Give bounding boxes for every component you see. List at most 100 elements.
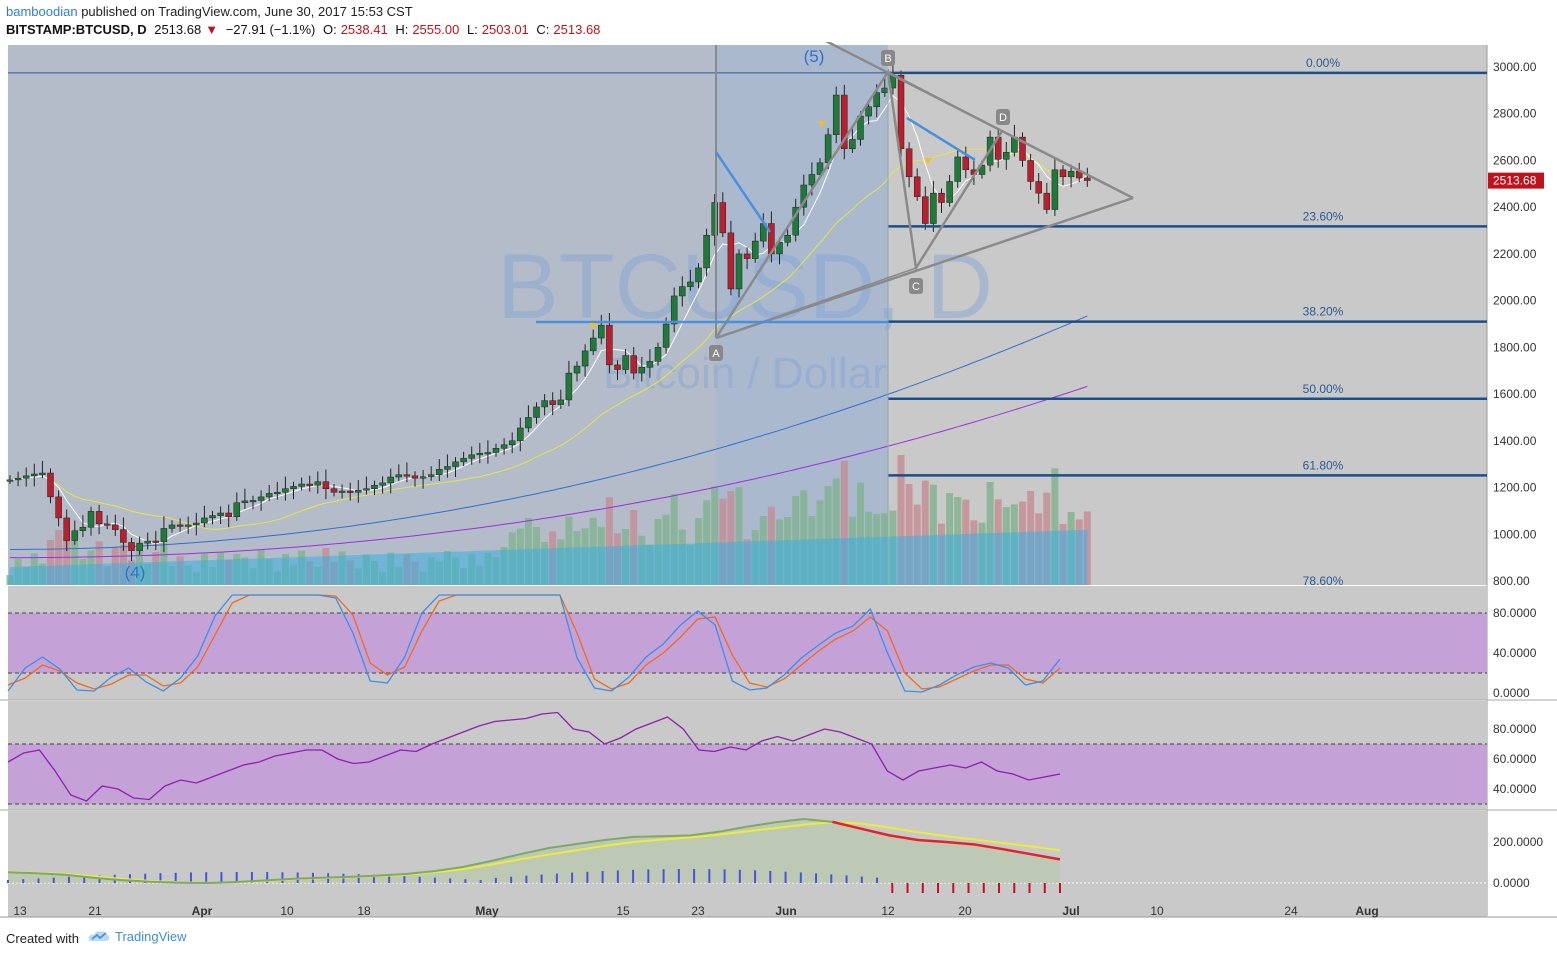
pattern-point-badge — [709, 345, 723, 361]
macd-histogram-bar — [388, 875, 391, 883]
volume-bar — [605, 497, 613, 585]
footer: Created with TradingView — [0, 926, 1557, 956]
high-value: 2555.00 — [412, 22, 460, 37]
candle-body — [322, 481, 330, 489]
tradingview-link[interactable]: TradingView — [88, 929, 187, 944]
stoch-tick-label: 40.0000 — [1493, 646, 1537, 660]
candle-body — [87, 511, 95, 528]
macd-histogram-bar — [281, 872, 284, 883]
time-tick-label: 20 — [958, 904, 972, 918]
macd-panel[interactable] — [0, 811, 1557, 918]
time-tick-label: 24 — [1284, 904, 1298, 918]
price-tick-label: 2800.00 — [1493, 107, 1537, 121]
candle-body — [873, 92, 880, 107]
candle-body — [751, 240, 759, 259]
candle-body — [541, 400, 548, 408]
macd-histogram-bar — [1059, 883, 1061, 893]
pattern-point-label: D — [999, 112, 1007, 124]
high-label: H: — [395, 22, 409, 37]
candle-body — [160, 528, 168, 542]
time-tick-label: 10 — [280, 904, 294, 918]
macd-histogram-bar — [799, 872, 802, 883]
wave-label: (4) — [125, 563, 146, 582]
candle-body — [1043, 192, 1051, 210]
candle-body — [379, 482, 386, 486]
volume-bar — [95, 541, 103, 585]
tradingview-cloud-icon — [88, 931, 110, 941]
change-value: −27.91 (−1.1%) — [225, 22, 316, 37]
macd-histogram-bar — [479, 880, 482, 883]
oscillator-band — [8, 744, 1487, 804]
candle-body — [209, 515, 216, 519]
candle-body — [808, 174, 816, 186]
candle-body — [565, 372, 573, 401]
macd-histogram-bar — [22, 879, 25, 883]
macd-histogram-bar — [738, 869, 741, 883]
time-tick-label: Apr — [192, 904, 213, 918]
candle-body — [881, 87, 889, 93]
candle-body — [419, 476, 427, 479]
candle-body — [306, 483, 313, 486]
candle-body — [654, 347, 662, 362]
candle-body — [784, 234, 791, 243]
candle-body — [265, 493, 273, 498]
candle-body — [63, 517, 70, 541]
candle-body — [241, 500, 249, 503]
author-link[interactable]: bamboodian — [6, 4, 78, 19]
macd-histogram-bar — [67, 876, 70, 883]
candle-body — [31, 473, 38, 477]
price-tick-label: 2200.00 — [1493, 247, 1537, 261]
candle-body — [865, 106, 872, 117]
candle-body — [589, 337, 597, 352]
macd-histogram-bar — [1028, 883, 1031, 893]
candle-body — [79, 527, 87, 532]
candle-body — [225, 512, 232, 518]
macd-histogram-bar — [906, 883, 909, 893]
price-tick-label: 2000.00 — [1493, 294, 1537, 308]
candle-body — [484, 452, 492, 455]
candle-body — [233, 502, 241, 517]
price-tick-label: 2600.00 — [1493, 153, 1537, 167]
candle-body — [1003, 152, 1010, 160]
candle-body — [517, 427, 524, 442]
candle-body — [727, 232, 735, 290]
macd-histogram-bar — [754, 870, 757, 883]
candle-body — [913, 176, 921, 197]
rsi-panel[interactable] — [0, 701, 1557, 811]
rsi-tick-label: 60.0000 — [1493, 752, 1537, 766]
macd-histogram-bar — [662, 869, 665, 883]
triangle-lower-line — [715, 196, 1134, 340]
macd-histogram-bar — [967, 883, 970, 893]
candle-body — [954, 156, 961, 182]
time-tick-label: May — [475, 904, 499, 918]
candle-body — [47, 472, 54, 498]
fib-label: 78.60% — [1303, 574, 1344, 588]
sma-purple-line — [10, 385, 1088, 559]
sma-white-line — [9, 94, 1088, 545]
candle-body — [39, 472, 46, 475]
volume-bar — [727, 491, 735, 585]
candle-body — [1084, 177, 1091, 181]
candle-body — [6, 479, 14, 482]
pattern-point-label: A — [712, 348, 720, 360]
pattern-point-badge — [881, 50, 895, 66]
fib-label: 50.00% — [1303, 382, 1344, 396]
candle-body — [1035, 181, 1042, 194]
candle-body — [249, 500, 257, 503]
volume-ma-area — [8, 529, 1088, 585]
macd-histogram-bar — [525, 875, 528, 883]
price-tick-label: 1600.00 — [1493, 387, 1537, 401]
stochastic-rsi-panel[interactable] — [0, 586, 1557, 701]
candle-body — [897, 74, 905, 150]
volume-bar — [703, 500, 711, 585]
symbol-label[interactable]: BITSTAMP:BTCUSD, D — [6, 22, 147, 37]
candle-body — [184, 524, 192, 527]
macd-histogram-bar — [1043, 883, 1046, 893]
candle-body — [460, 458, 467, 463]
wedge-line-2 — [906, 116, 976, 162]
macd-histogram-bar — [174, 872, 177, 883]
macd-histogram-bar — [982, 883, 985, 893]
macd-histogram-bar — [372, 874, 375, 883]
candle-body — [1059, 169, 1067, 178]
